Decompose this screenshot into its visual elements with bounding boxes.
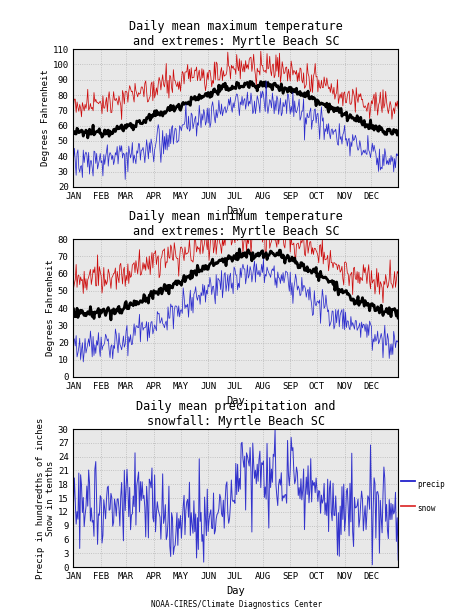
X-axis label: Day: Day — [227, 397, 245, 406]
Y-axis label: Degrees Fahrenheit: Degrees Fahrenheit — [41, 70, 50, 166]
Title: Daily mean precipitation and
snowfall: Myrtle Beach SC: Daily mean precipitation and snowfall: M… — [136, 400, 336, 428]
Text: snow: snow — [417, 504, 436, 513]
Title: Daily mean minimum temperature
and extremes: Myrtle Beach SC: Daily mean minimum temperature and extre… — [129, 210, 343, 238]
Text: NOAA-CIRES/Climate Diagnostics Center: NOAA-CIRES/Climate Diagnostics Center — [151, 600, 323, 609]
Y-axis label: Degrees Fahrenheit: Degrees Fahrenheit — [46, 260, 55, 356]
Text: precip: precip — [417, 480, 445, 489]
X-axis label: Day: Day — [227, 587, 245, 596]
X-axis label: Day: Day — [227, 207, 245, 216]
Title: Daily mean maximum temperature
and extremes: Myrtle Beach SC: Daily mean maximum temperature and extre… — [129, 20, 343, 48]
Y-axis label: Precip in hundredths of inches
Snow in tenths: Precip in hundredths of inches Snow in t… — [36, 417, 55, 579]
